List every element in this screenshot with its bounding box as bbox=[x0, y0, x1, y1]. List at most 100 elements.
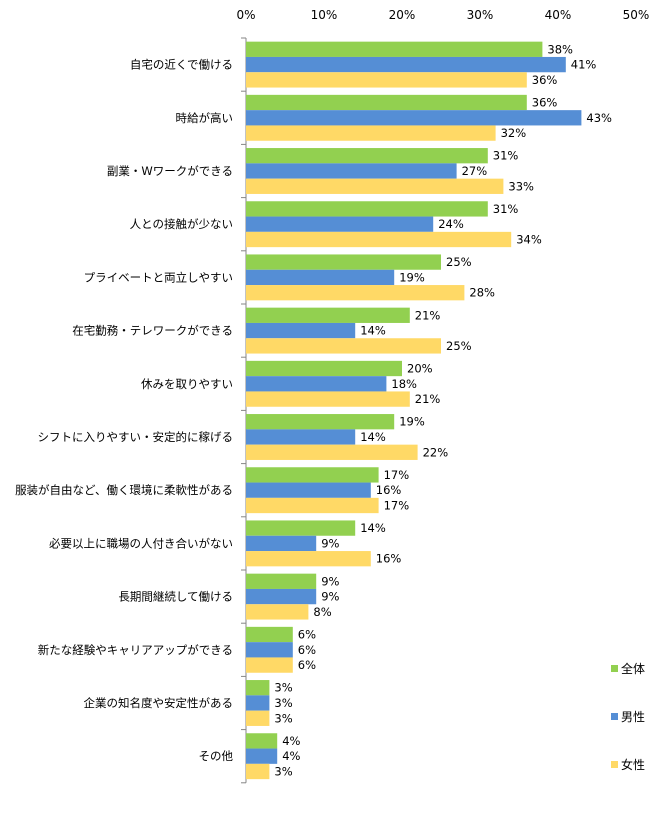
category-label: 企業の知名度や安定性がある bbox=[84, 696, 234, 710]
bar-女性 bbox=[246, 72, 527, 88]
value-label: 25% bbox=[446, 339, 472, 353]
category-label: 必要以上に職場の人付き合いがない bbox=[49, 536, 233, 550]
bar-男性 bbox=[246, 482, 371, 498]
bar-男性 bbox=[246, 322, 356, 339]
bar-女性 bbox=[246, 657, 293, 673]
value-label: 19% bbox=[399, 270, 425, 284]
bar-男性 bbox=[246, 216, 434, 232]
bar-全体 bbox=[246, 254, 441, 270]
category-labels: 自宅の近くで働ける時給が高い副業・Wワークができる人との接触が少ないプライベート… bbox=[15, 58, 233, 764]
value-label: 36% bbox=[532, 73, 558, 87]
bar-女性 bbox=[246, 710, 270, 726]
bar-全体 bbox=[246, 307, 410, 323]
legend-swatch bbox=[611, 713, 618, 720]
value-label: 3% bbox=[274, 765, 292, 779]
x-tick-label: 10% bbox=[311, 8, 338, 22]
value-labels: 38% 41% 36% 36% 43% 32% 31% 27% 33% 31% 24% 34% 25% 1… bbox=[274, 42, 612, 778]
bar-女性 bbox=[246, 763, 270, 780]
value-label: 17% bbox=[384, 499, 410, 513]
x-tick-label: 50% bbox=[623, 8, 650, 22]
category-label: 長期間継続して働ける bbox=[118, 590, 233, 604]
category-axis bbox=[241, 37, 247, 784]
value-label: 9% bbox=[321, 590, 339, 604]
value-label: 36% bbox=[532, 96, 558, 110]
bar-全体 bbox=[246, 41, 543, 57]
bar-全体 bbox=[246, 201, 488, 217]
category-label: 服装が自由など、働く環境に柔軟性がある bbox=[15, 483, 233, 497]
value-label: 19% bbox=[399, 415, 425, 429]
value-label: 6% bbox=[298, 643, 316, 657]
legend-label: 全体 bbox=[621, 661, 645, 676]
bar-全体 bbox=[246, 414, 395, 430]
value-label: 20% bbox=[407, 362, 433, 376]
bar-全体 bbox=[246, 520, 356, 536]
value-label: 4% bbox=[282, 734, 300, 748]
value-label: 14% bbox=[360, 521, 386, 535]
value-label: 38% bbox=[547, 42, 573, 56]
bar-男性 bbox=[246, 163, 457, 179]
bar-全体 bbox=[246, 733, 278, 749]
bar-全体 bbox=[246, 573, 317, 589]
value-label: 4% bbox=[282, 749, 300, 763]
category-label: 休みを取りやすい bbox=[141, 377, 233, 391]
value-label: 27% bbox=[462, 164, 488, 178]
value-label: 24% bbox=[438, 217, 464, 231]
legend-swatch bbox=[611, 761, 618, 768]
category-label: 在宅勤務・テレワークができる bbox=[72, 324, 233, 338]
bar-全体 bbox=[246, 626, 293, 643]
x-axis-ticks: 0% 10% 20% 30% 40% 50% bbox=[236, 8, 649, 22]
bar-男性 bbox=[246, 429, 356, 445]
value-label: 31% bbox=[493, 202, 519, 216]
value-label: 21% bbox=[415, 392, 441, 406]
value-label: 28% bbox=[469, 286, 495, 300]
category-label: 人との接触が少ない bbox=[130, 217, 233, 231]
value-label: 18% bbox=[391, 377, 417, 391]
value-label: 41% bbox=[571, 58, 597, 72]
value-label: 9% bbox=[321, 574, 339, 588]
bar-女性 bbox=[246, 178, 504, 194]
value-label: 33% bbox=[508, 179, 534, 193]
bar-女性 bbox=[246, 497, 379, 514]
category-label: 副業・Wワークができる bbox=[107, 164, 233, 178]
bar-男性 bbox=[246, 110, 582, 126]
value-label: 3% bbox=[274, 696, 292, 710]
value-label: 14% bbox=[360, 324, 386, 338]
bar-男性 bbox=[246, 269, 395, 286]
bar-女性 bbox=[246, 125, 496, 141]
value-label: 43% bbox=[586, 111, 612, 125]
value-label: 3% bbox=[274, 681, 292, 695]
bar-女性 bbox=[246, 604, 309, 620]
bar-男性 bbox=[246, 588, 317, 605]
bar-男性 bbox=[246, 376, 387, 392]
value-label: 8% bbox=[313, 605, 331, 619]
value-label: 25% bbox=[446, 255, 472, 269]
legend-label: 女性 bbox=[621, 757, 645, 772]
bar-全体 bbox=[246, 680, 270, 696]
bar-女性 bbox=[246, 444, 418, 460]
bars bbox=[246, 41, 582, 780]
value-label: 6% bbox=[298, 658, 316, 672]
bar-男性 bbox=[246, 642, 293, 658]
value-label: 32% bbox=[501, 126, 527, 140]
value-label: 9% bbox=[321, 536, 339, 550]
x-tick-label: 20% bbox=[389, 8, 416, 22]
value-label: 16% bbox=[376, 483, 402, 497]
category-label: 新たな経験やキャリアアップができる bbox=[38, 643, 233, 657]
value-label: 17% bbox=[384, 468, 410, 482]
bar-女性 bbox=[246, 338, 441, 354]
x-tick-label: 40% bbox=[545, 8, 572, 22]
value-label: 31% bbox=[493, 149, 519, 163]
bar-全体 bbox=[246, 360, 402, 377]
value-label: 21% bbox=[415, 308, 441, 322]
bar-全体 bbox=[246, 94, 527, 111]
category-label: その他 bbox=[199, 749, 234, 763]
value-label: 14% bbox=[360, 430, 386, 444]
bar-男性 bbox=[246, 748, 278, 764]
bar-女性 bbox=[246, 231, 512, 248]
value-label: 3% bbox=[274, 711, 292, 725]
value-label: 16% bbox=[376, 552, 402, 566]
category-label: プライベートと両立しやすい bbox=[84, 270, 233, 284]
x-tick-label: 0% bbox=[236, 8, 255, 22]
